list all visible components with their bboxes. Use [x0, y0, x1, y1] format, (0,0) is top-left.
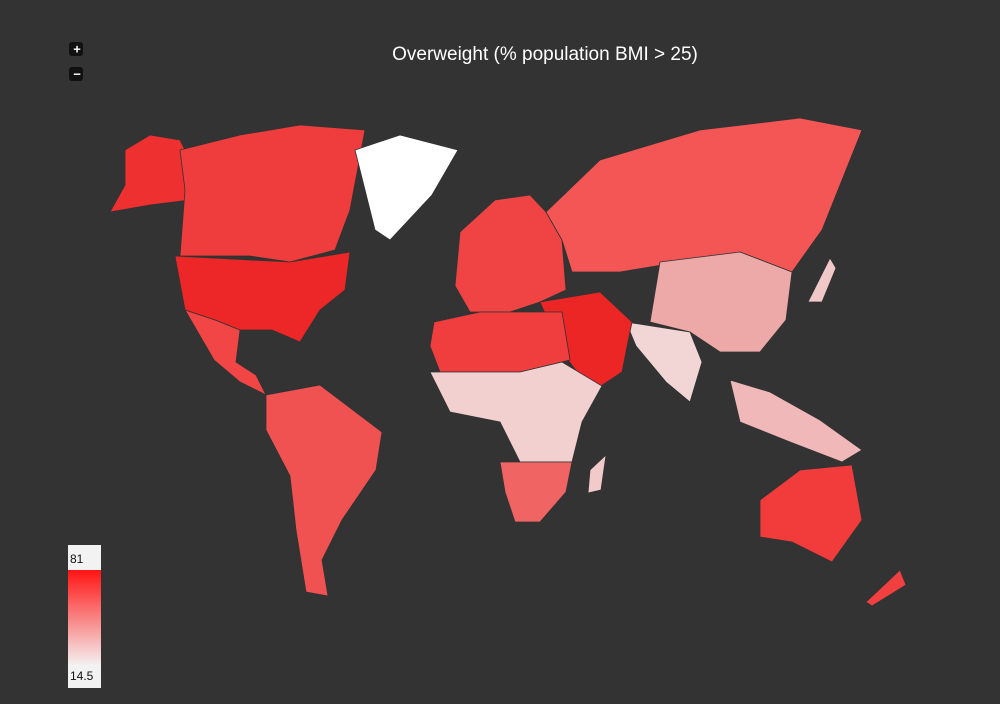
country[interactable] — [587, 453, 607, 494]
country[interactable] — [429, 361, 603, 463]
zoom-out-button[interactable]: − — [69, 66, 83, 81]
country[interactable] — [865, 569, 907, 607]
country[interactable] — [807, 257, 837, 303]
country[interactable] — [429, 311, 571, 373]
country[interactable] — [649, 251, 793, 353]
country[interactable] — [454, 194, 567, 313]
country[interactable] — [265, 384, 383, 597]
zoom-out-label: − — [73, 66, 81, 81]
color-legend: 81 14.5 — [68, 545, 101, 688]
legend-min: 14.5 — [70, 669, 94, 683]
country[interactable] — [625, 321, 703, 403]
map-title: Overweight (% population BMI > 25) — [392, 44, 698, 65]
legend-gradient — [68, 570, 101, 665]
country[interactable] — [179, 124, 366, 263]
country[interactable] — [354, 134, 459, 241]
country[interactable] — [759, 464, 863, 563]
legend-max: 81 — [70, 552, 84, 566]
zoom-in-label: + — [73, 41, 81, 56]
country[interactable] — [499, 461, 573, 523]
zoom-in-button[interactable]: + — [69, 41, 83, 56]
countries — [109, 117, 907, 607]
country[interactable] — [184, 309, 267, 396]
country[interactable] — [545, 117, 863, 273]
country[interactable] — [729, 379, 863, 463]
